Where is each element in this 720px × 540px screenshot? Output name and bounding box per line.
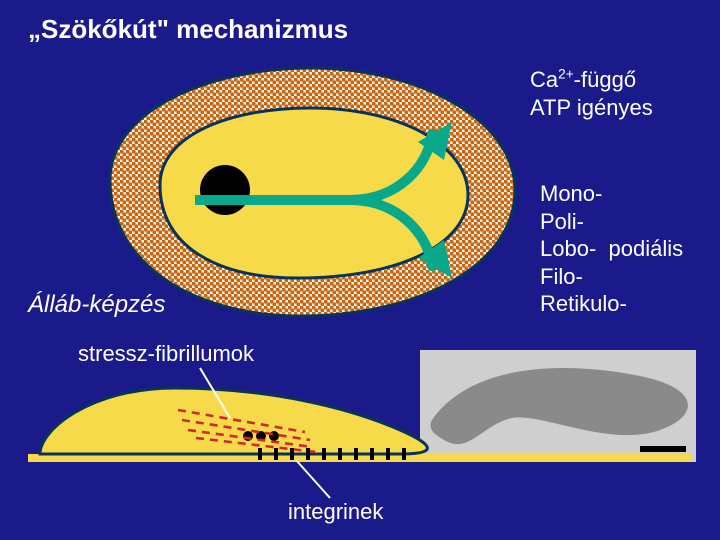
amoeboid-cell: [110, 68, 515, 316]
label-ca-atp-text: Ca2+-függőATP igényes: [530, 67, 653, 120]
label-integrinek: integrinek: [288, 498, 383, 526]
label-stressz: stressz-fibrillumok: [78, 340, 254, 368]
micrograph-scalebar: [640, 446, 686, 452]
label-allab: Álláb-képzés: [28, 290, 165, 320]
spread-cell-body: [40, 388, 427, 454]
integrin-pointer: [296, 460, 330, 498]
label-podial-list: Mono-Poli-Lobo- podiálisFilo-Retikulo-: [540, 180, 683, 318]
micrograph: [420, 350, 696, 462]
label-ca-atp: Ca2+-függőATP igényes: [530, 66, 653, 121]
cell-nucleus: [200, 165, 250, 215]
label-podial-text: Mono-Poli-Lobo- podiálisFilo-Retikulo-: [540, 181, 683, 316]
slide-root: „Szökőkút" mechanizmus: [0, 0, 720, 540]
